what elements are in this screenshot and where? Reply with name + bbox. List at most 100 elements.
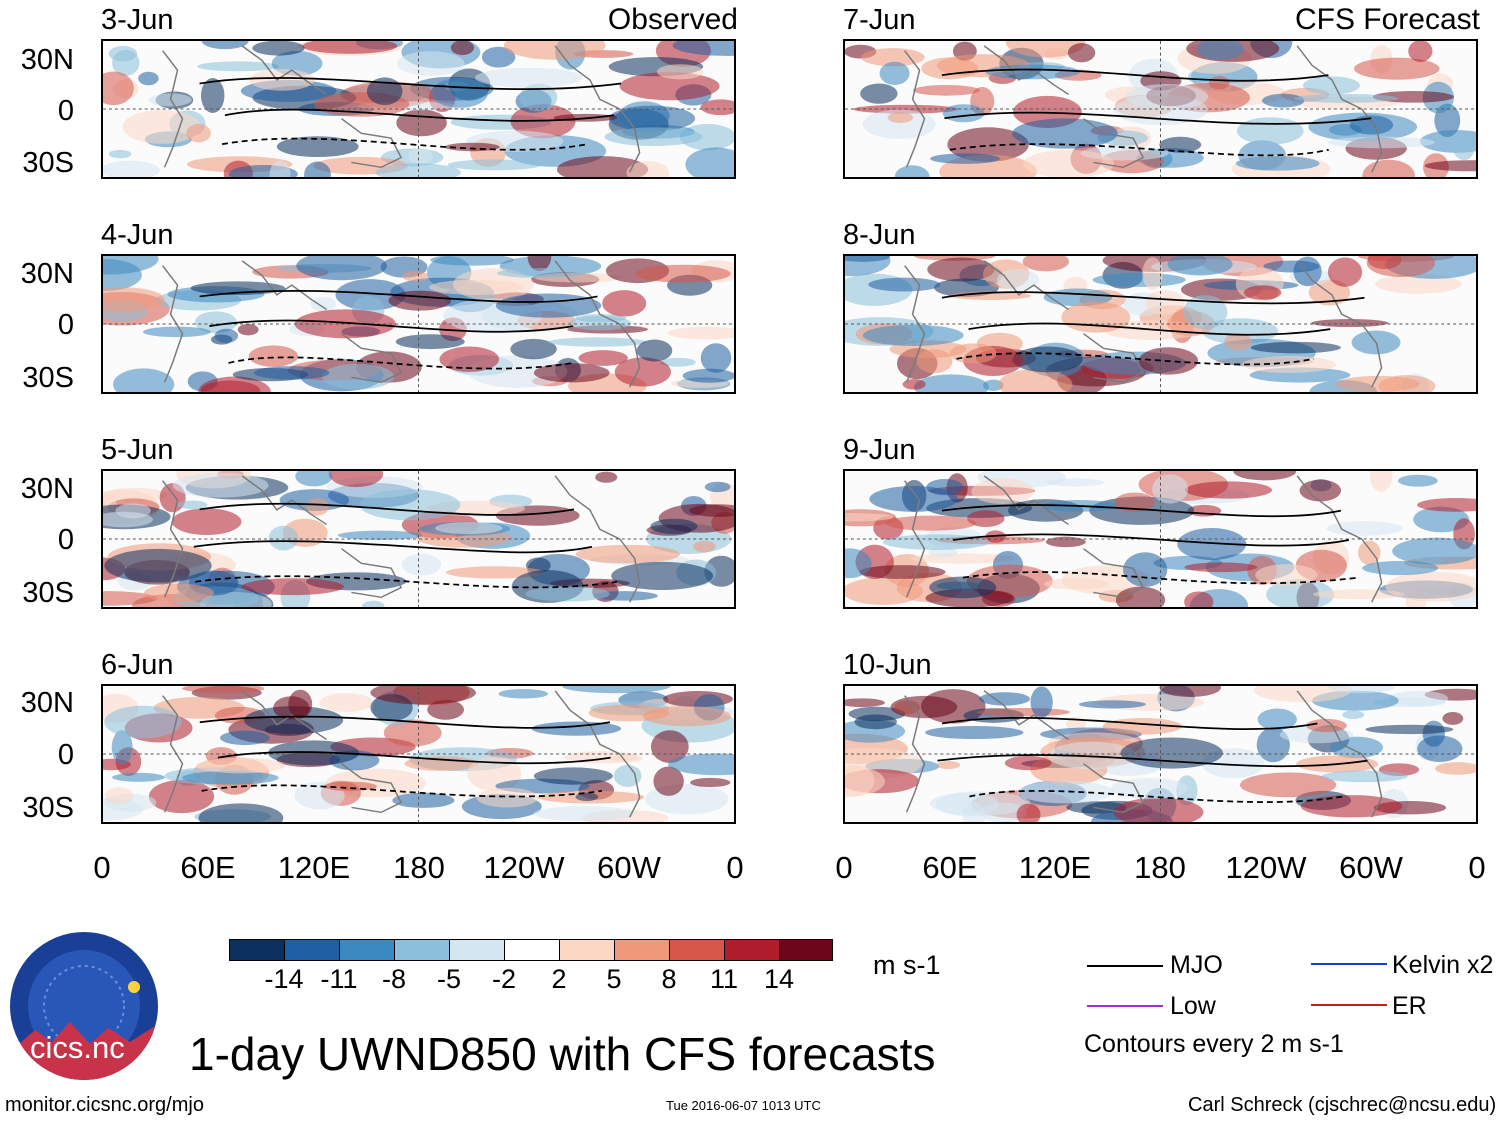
wind-anomaly-blob xyxy=(112,772,165,782)
wind-field xyxy=(103,471,734,607)
panel-date-obs-3: 5-Jun xyxy=(101,434,174,466)
lon-label-obs-120e: 120E xyxy=(277,850,351,885)
wind-anomaly-blob xyxy=(1022,256,1070,272)
wind-anomaly-blob xyxy=(200,78,225,113)
wind-anomaly-blob xyxy=(503,41,606,60)
wind-anomaly-blob xyxy=(294,309,396,339)
lon-label-fc-180: 180 xyxy=(1134,850,1186,885)
mjo-contour xyxy=(221,137,588,151)
mjo-contour xyxy=(968,322,1331,336)
wind-anomaly-blob xyxy=(912,85,980,96)
lon-label-fc-60e: 60E xyxy=(922,850,978,885)
colorbar-tick: 14 xyxy=(763,964,795,994)
wind-anomaly-blob xyxy=(319,693,374,712)
wind-anomaly-blob xyxy=(635,264,731,283)
observed-header: Observed xyxy=(607,3,738,36)
mjo-contour xyxy=(193,540,593,554)
colorbar-tick: 11 xyxy=(709,964,739,994)
coastline xyxy=(554,45,621,110)
wind-anomaly-blob xyxy=(936,761,961,770)
coastline xyxy=(1083,548,1145,599)
wind-anomaly-blob xyxy=(845,513,894,522)
wind-anomaly-blob xyxy=(198,803,284,822)
mjo-contour xyxy=(209,319,574,333)
legend-line-er xyxy=(1311,1004,1387,1006)
wind-anomaly-blob xyxy=(1369,471,1393,492)
wind-anomaly-blob xyxy=(1353,57,1440,80)
wind-anomaly-blob xyxy=(201,41,249,50)
wind-anomaly-blob xyxy=(868,277,941,292)
wind-anomaly-blob xyxy=(862,109,936,139)
wind-anomaly-blob xyxy=(1233,471,1297,481)
wind-anomaly-blob xyxy=(619,72,720,101)
wind-anomaly-blob xyxy=(930,153,1000,164)
wind-field xyxy=(103,256,734,392)
wind-anomaly-blob xyxy=(108,46,138,62)
wind-anomaly-blob xyxy=(1030,686,1053,718)
wind-anomaly-blob xyxy=(998,369,1073,392)
wind-anomaly-blob xyxy=(103,71,134,106)
lat-label-30n: 30N xyxy=(20,44,74,76)
wind-anomaly-blob xyxy=(254,366,330,380)
wind-anomaly-blob xyxy=(1012,346,1083,373)
coastline xyxy=(983,690,1069,741)
wind-anomaly-blob xyxy=(1442,712,1464,725)
wind-anomaly-blob xyxy=(996,269,1039,291)
wind-anomaly-blob xyxy=(894,165,930,177)
mjo-contour xyxy=(201,784,602,798)
wind-anomaly-blob xyxy=(650,730,689,763)
wind-anomaly-blob xyxy=(186,123,211,143)
wind-anomaly-blob xyxy=(1362,560,1439,576)
wind-anomaly-blob xyxy=(1235,156,1320,171)
wind-anomaly-blob xyxy=(1142,257,1163,291)
wind-anomaly-blob xyxy=(860,83,898,104)
lon-label-fc-0b: 0 xyxy=(1468,850,1486,885)
wind-anomaly-blob xyxy=(196,757,286,774)
wind-anomaly-blob xyxy=(1120,737,1223,769)
lat-label-30s: 30S xyxy=(22,792,74,824)
coastline xyxy=(1083,118,1145,169)
wind-anomaly-blob xyxy=(450,41,475,56)
wind-anomaly-blob xyxy=(1349,115,1394,135)
wind-anomaly-blob xyxy=(362,600,385,607)
wind-anomaly-blob xyxy=(1045,536,1086,548)
map-panel-forecast-2 xyxy=(843,254,1478,394)
main-title: 1-day UWND850 with CFS forecasts xyxy=(189,1028,936,1080)
panel-date-fc-3: 9-Jun xyxy=(843,434,916,466)
wind-anomaly-blob xyxy=(942,104,985,123)
lon-label-obs-180: 180 xyxy=(393,850,445,885)
mjo-contour xyxy=(199,77,622,90)
wind-anomaly-blob xyxy=(273,696,310,720)
mjo-contour xyxy=(949,143,1329,157)
wind-anomaly-blob xyxy=(335,279,406,311)
wind-anomaly-blob xyxy=(1184,481,1272,499)
wind-anomaly-blob xyxy=(431,77,488,108)
coastline xyxy=(241,260,327,311)
colorbar-tick: 2 xyxy=(551,964,567,994)
wind-anomaly-blob xyxy=(172,472,269,498)
wind-anomaly-blob xyxy=(388,290,452,311)
wind-anomaly-blob xyxy=(869,486,958,512)
wind-anomaly-blob xyxy=(533,767,613,785)
wind-field xyxy=(845,471,1476,607)
mjo-contour xyxy=(195,575,618,589)
footer-url[interactable]: monitor.cicsnc.org/mjo xyxy=(5,1094,204,1116)
wind-anomaly-blob xyxy=(531,721,622,736)
wind-anomaly-blob xyxy=(656,64,704,80)
wind-anomaly-blob xyxy=(1434,762,1476,775)
colorbar-tick: 5 xyxy=(606,964,622,994)
wind-anomaly-blob xyxy=(685,147,734,177)
lat-label-30n: 30N xyxy=(20,687,74,719)
wind-anomaly-blob xyxy=(854,714,897,730)
footer-author[interactable]: Carl Schreck (cjschrec@ncsu.edu) xyxy=(1188,1094,1497,1116)
wind-anomaly-blob xyxy=(495,293,602,318)
wind-anomaly-blob xyxy=(1327,257,1363,287)
legend-contours-note: Contours every 2 m s-1 xyxy=(1084,1030,1344,1058)
wind-anomaly-blob xyxy=(672,41,734,56)
wind-anomaly-blob xyxy=(976,707,1070,717)
wind-anomaly-blob xyxy=(1305,718,1347,733)
wind-anomaly-blob xyxy=(1385,571,1476,602)
wind-anomaly-blob xyxy=(979,692,1031,706)
wind-anomaly-blob xyxy=(429,279,524,295)
lat-label-30n: 30N xyxy=(20,473,74,505)
